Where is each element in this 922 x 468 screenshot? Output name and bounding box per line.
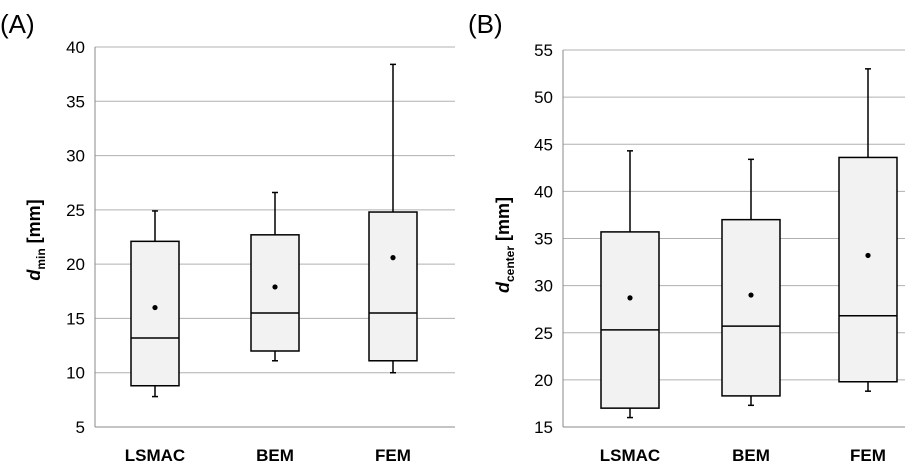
mean-marker	[272, 284, 278, 290]
panel-a-y-tick-label: 5	[76, 418, 85, 437]
panel-b-category-label: LSMAC	[600, 446, 660, 465]
mean-marker	[865, 252, 871, 259]
panel-a-category-label: FEM	[375, 446, 411, 465]
mean-marker	[152, 304, 158, 311]
panel-b-category-label: BEM	[732, 446, 770, 465]
panel-a-y-axis-label: dmin [mm]	[24, 199, 48, 280]
panel-b-y-tick-label: 25	[534, 324, 553, 343]
panel-a-y-tick-label: 20	[66, 255, 85, 274]
panel-b-x-ticks: LSMAC BEM FEM	[600, 446, 886, 465]
panel-a-y-ticks: 5 10 15 20 25 30 35 40	[66, 38, 85, 437]
panel-b-y-axis-label: dcenter [mm]	[493, 197, 517, 293]
panel-b-y-tick-label: 55	[534, 41, 553, 60]
panel-b-y-tick-label: 50	[534, 88, 553, 107]
panel-b-y-label-sub: center	[503, 246, 517, 282]
iqr-box	[130, 240, 180, 387]
panel-b-y-tick-label: 20	[534, 371, 553, 390]
panel-b-y-tick-label: 15	[534, 418, 553, 437]
panel-a-y-tick-label: 40	[66, 38, 85, 57]
panel-a-y-tick-label: 10	[66, 364, 85, 383]
iqr-box	[600, 231, 660, 409]
iqr-box	[250, 234, 300, 352]
panel-a-box-bem	[250, 191, 300, 362]
panel-a-y-label-main: d	[24, 269, 44, 281]
panel-a-y-label-unit: [mm]	[24, 199, 44, 248]
mean-marker	[748, 292, 754, 298]
panel-b-y-label-unit: [mm]	[493, 197, 513, 246]
panel-a-y-label-sub: min	[34, 248, 48, 269]
panel-a-y-tick-label: 15	[66, 309, 85, 328]
iqr-box	[838, 156, 898, 383]
panel-b-y-tick-label: 30	[534, 277, 553, 296]
iqr-box	[368, 211, 418, 362]
panel-a-category-label: BEM	[256, 446, 294, 465]
panel-a-box-fem	[368, 63, 418, 374]
panel-b-y-label-main: d	[493, 281, 513, 293]
panel-a-label: (A)	[0, 9, 35, 39]
panel-b-y-ticks: 15 20 25 30 35 40 45 50 55	[534, 41, 553, 437]
panel-a-box-lsmac	[130, 210, 180, 398]
mean-marker	[390, 255, 396, 261]
panel-b-label: (B)	[468, 9, 503, 39]
panel-b: (B) dcenter [mm] 15 20 25 30 35 40 45 50 55 LSMA…	[468, 9, 905, 465]
panel-b-box-fem	[838, 68, 898, 392]
mean-marker	[627, 295, 633, 301]
panel-a-y-tick-label: 30	[66, 147, 85, 166]
panel-b-y-tick-label: 35	[534, 230, 553, 249]
panel-b-boxes	[600, 68, 898, 419]
panel-a-boxes	[130, 63, 418, 398]
panel-a: (A) dmin [mm] 5 10 15 20 25 30 35 40 LSMAC BEM FE…	[0, 9, 455, 465]
panel-a-y-tick-label: 35	[66, 92, 85, 111]
panel-b-y-tick-label: 45	[534, 135, 553, 154]
panel-b-category-label: FEM	[850, 446, 886, 465]
panel-a-category-label: LSMAC	[125, 446, 185, 465]
panel-b-box-lsmac	[600, 150, 660, 419]
iqr-box	[721, 218, 781, 397]
panel-b-box-bem	[721, 158, 781, 407]
panel-a-x-ticks: LSMAC BEM FEM	[125, 446, 411, 465]
panel-a-y-tick-label: 25	[66, 201, 85, 220]
panel-b-y-tick-label: 40	[534, 182, 553, 201]
